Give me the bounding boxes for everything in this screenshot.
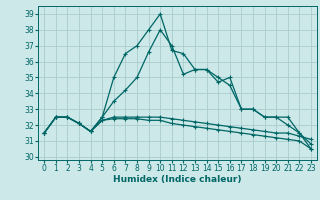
X-axis label: Humidex (Indice chaleur): Humidex (Indice chaleur) xyxy=(113,175,242,184)
